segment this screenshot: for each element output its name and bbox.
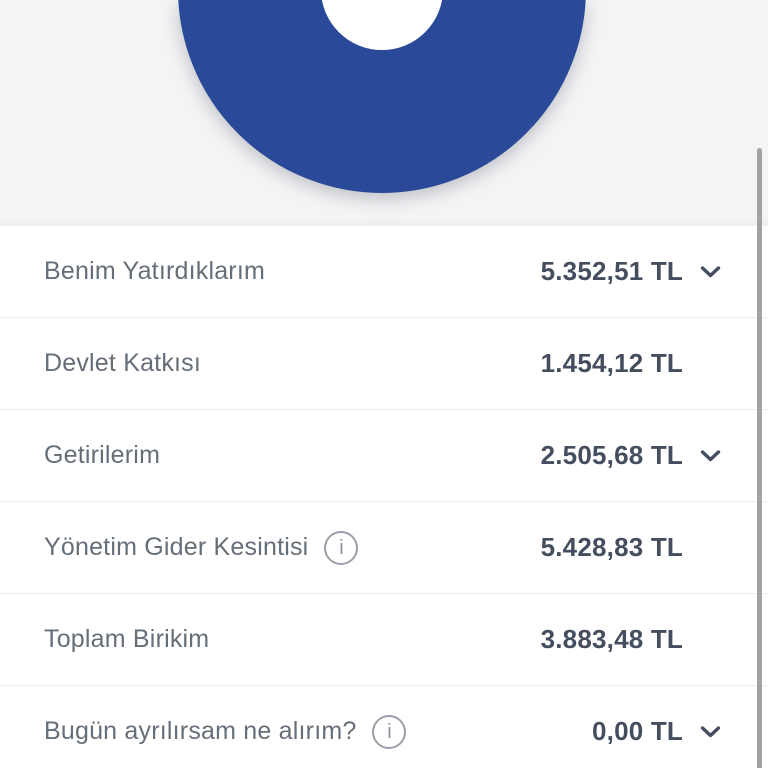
donut-chart: [178, 0, 586, 193]
chevron-down-icon[interactable]: [700, 725, 721, 738]
row-label: Getirilerim: [44, 441, 161, 469]
row-value: 5.352,51 TL: [540, 256, 683, 286]
chevron-down-icon[interactable]: [700, 449, 721, 462]
row-accessory: [695, 725, 725, 738]
row-label-group: Yönetim Gider Kesintisi i: [44, 530, 541, 565]
row-accessory: [695, 634, 725, 646]
row-label: Bugün ayrılırsam ne alırım?: [44, 717, 357, 745]
table-row[interactable]: Benim Yatırdıklarım i 5.352,51 TL: [0, 226, 768, 318]
row-label-group: Getirilerim i: [44, 441, 541, 470]
info-icon[interactable]: i: [324, 530, 359, 565]
row-accessory: [695, 265, 725, 278]
row-accessory: [695, 358, 725, 370]
row-label-group: Toplam Birikim i: [44, 625, 541, 654]
table-row: Yönetim Gider Kesintisi i 5.428,83 TL: [0, 502, 768, 594]
row-label: Benim Yatırdıklarım: [44, 257, 265, 285]
row-label-group: Benim Yatırdıklarım i: [44, 257, 541, 286]
row-label: Devlet Katkısı: [44, 349, 202, 377]
table-row[interactable]: Bugün ayrılırsam ne alırım? i 0,00 TL: [0, 686, 768, 768]
table-row: Toplam Birikim i 3.883,48 TL: [0, 594, 768, 686]
row-label-group: Devlet Katkısı i: [44, 349, 541, 378]
row-value: 0,00 TL: [592, 716, 683, 746]
row-value: 3.883,48 TL: [540, 624, 683, 654]
table-row: Devlet Katkısı i 1.454,12 TL: [0, 318, 768, 410]
row-accessory: [695, 542, 725, 554]
info-icon[interactable]: i: [372, 714, 407, 749]
donut-hole: [322, 0, 442, 50]
info-icon-glyph: i: [387, 720, 392, 743]
row-value: 5.428,83 TL: [540, 532, 683, 562]
summary-panel: Benim Yatırdıklarım i 5.352,51 TL Devlet…: [0, 226, 768, 768]
info-icon-glyph: i: [339, 536, 344, 559]
chevron-down-icon[interactable]: [700, 265, 721, 278]
donut-segment: [178, 0, 586, 193]
scrollbar-thumb[interactable]: [757, 148, 762, 768]
row-value: 1.454,12 TL: [540, 348, 683, 378]
row-accessory: [695, 449, 725, 462]
row-value: 2.505,68 TL: [540, 440, 683, 470]
table-row[interactable]: Getirilerim i 2.505,68 TL: [0, 410, 768, 502]
row-label: Toplam Birikim: [44, 625, 210, 653]
row-label-group: Bugün ayrılırsam ne alırım? i: [44, 714, 592, 749]
row-label: Yönetim Gider Kesintisi: [44, 533, 309, 561]
